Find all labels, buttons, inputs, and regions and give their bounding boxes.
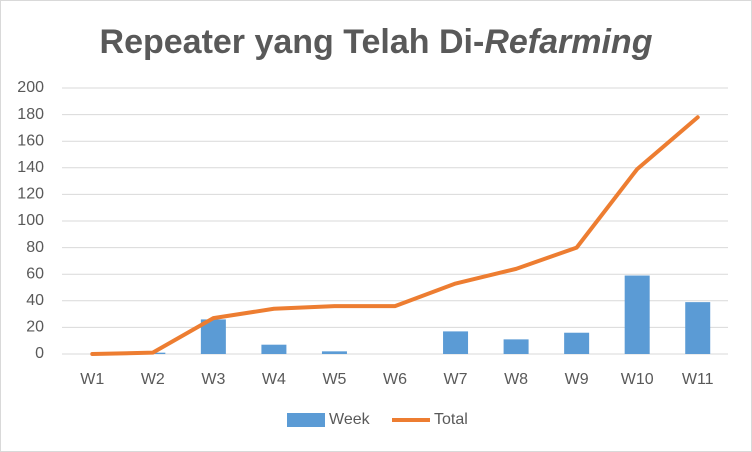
y-tick-label: 60 — [26, 265, 44, 282]
y-tick-label: 160 — [17, 132, 44, 149]
y-tick-label: 80 — [26, 239, 44, 256]
x-tick-label: W9 — [565, 371, 589, 388]
title-part: Repeater yang Telah Di- — [100, 23, 485, 61]
y-tick-label: 20 — [26, 319, 44, 336]
y-tick-label: 40 — [26, 292, 44, 309]
y-tick-label: 140 — [17, 159, 44, 176]
x-tick-label: W1 — [80, 371, 104, 388]
x-tick-label: W6 — [383, 371, 407, 388]
x-tick-label: W5 — [322, 371, 346, 388]
x-tick-label: W8 — [504, 371, 528, 388]
y-tick-label: 180 — [17, 106, 44, 123]
y-tick-label: 0 — [35, 345, 44, 362]
y-tick-label: 100 — [17, 212, 44, 229]
bar — [261, 344, 287, 354]
legend-label: Total — [434, 411, 468, 428]
legend-label: Week — [329, 411, 371, 428]
y-tick-label: 120 — [17, 186, 44, 203]
x-tick-label: W11 — [682, 371, 714, 388]
bar — [321, 351, 347, 354]
legend-swatch — [287, 413, 325, 427]
bar — [624, 275, 650, 354]
x-tick-label: W4 — [262, 371, 286, 388]
bar — [564, 332, 590, 354]
bar — [503, 339, 529, 354]
bar — [200, 319, 226, 354]
x-tick-label: W7 — [444, 371, 468, 388]
bar — [443, 331, 469, 354]
x-tick-label: W3 — [201, 371, 225, 388]
line — [90, 115, 700, 356]
x-tick-label: W2 — [141, 371, 165, 388]
title-part: Refarming — [484, 23, 652, 61]
y-tick-label: 200 — [17, 79, 44, 96]
bar — [685, 302, 711, 354]
x-tick-label: W10 — [621, 371, 654, 388]
chart-title: Repeater yang Telah Di-Refarming — [100, 23, 653, 61]
